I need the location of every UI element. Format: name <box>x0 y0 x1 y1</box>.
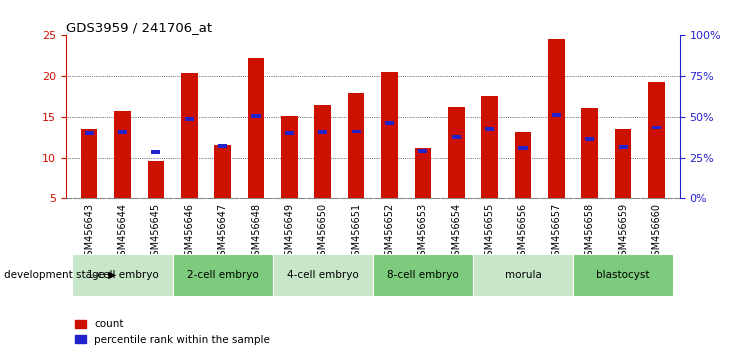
Bar <box>473 254 573 297</box>
Bar <box>181 73 197 198</box>
Bar <box>114 111 131 198</box>
Bar <box>385 121 394 125</box>
Text: GSM456644: GSM456644 <box>118 202 127 262</box>
Text: 4-cell embryo: 4-cell embryo <box>287 270 359 280</box>
Bar <box>118 130 127 134</box>
Text: GSM456658: GSM456658 <box>585 202 595 262</box>
Bar <box>373 254 473 297</box>
Bar <box>348 93 365 198</box>
Bar <box>518 146 528 149</box>
Bar <box>185 118 194 121</box>
Text: GSM456659: GSM456659 <box>618 202 628 262</box>
Bar <box>585 137 594 141</box>
Bar <box>251 114 260 118</box>
Bar <box>273 254 373 297</box>
Bar <box>414 148 431 198</box>
Bar <box>248 58 265 198</box>
Text: GSM456655: GSM456655 <box>485 202 495 262</box>
Text: GSM456646: GSM456646 <box>184 202 194 262</box>
Text: GSM456645: GSM456645 <box>151 202 161 262</box>
Bar <box>81 129 97 198</box>
Bar <box>485 127 494 131</box>
Bar <box>148 161 164 198</box>
Text: GSM456651: GSM456651 <box>351 202 361 262</box>
Text: 2-cell embryo: 2-cell embryo <box>186 270 259 280</box>
Text: GSM456657: GSM456657 <box>551 202 561 262</box>
Bar <box>352 130 360 133</box>
Bar <box>151 150 161 154</box>
Text: morula: morula <box>504 270 542 280</box>
Bar <box>72 254 173 297</box>
Bar <box>452 135 461 139</box>
Bar <box>615 129 632 198</box>
Text: 1-cell embryo: 1-cell embryo <box>87 270 159 280</box>
Bar <box>648 82 664 198</box>
Text: blastocyst: blastocyst <box>596 270 650 280</box>
Text: GSM456653: GSM456653 <box>418 202 428 262</box>
Bar <box>418 149 428 153</box>
Text: 8-cell embryo: 8-cell embryo <box>387 270 459 280</box>
Bar <box>618 145 628 149</box>
Bar <box>652 126 661 129</box>
Bar <box>285 131 294 135</box>
Bar <box>515 132 531 198</box>
Bar <box>314 105 331 198</box>
Bar <box>281 116 298 198</box>
Bar <box>448 107 465 198</box>
Bar <box>552 113 561 117</box>
Text: GSM456654: GSM456654 <box>451 202 461 262</box>
Text: GSM456648: GSM456648 <box>251 202 261 262</box>
Bar <box>85 131 94 135</box>
Text: GSM456660: GSM456660 <box>651 202 662 262</box>
Text: GSM456656: GSM456656 <box>518 202 528 262</box>
Text: GSM456647: GSM456647 <box>218 202 227 262</box>
Bar <box>218 144 227 148</box>
Bar <box>318 130 327 134</box>
Bar <box>481 96 498 198</box>
Bar <box>381 72 398 198</box>
Text: GSM456650: GSM456650 <box>318 202 327 262</box>
Text: GSM456652: GSM456652 <box>385 202 395 262</box>
Bar <box>173 254 273 297</box>
Bar <box>548 39 564 198</box>
Text: GDS3959 / 241706_at: GDS3959 / 241706_at <box>66 21 212 34</box>
Text: development stage ▶: development stage ▶ <box>4 270 116 280</box>
Bar <box>214 145 231 198</box>
Bar <box>581 108 598 198</box>
Text: GSM456643: GSM456643 <box>84 202 94 262</box>
Bar <box>573 254 673 297</box>
Text: GSM456649: GSM456649 <box>284 202 295 262</box>
Legend: count, percentile rank within the sample: count, percentile rank within the sample <box>71 315 274 349</box>
